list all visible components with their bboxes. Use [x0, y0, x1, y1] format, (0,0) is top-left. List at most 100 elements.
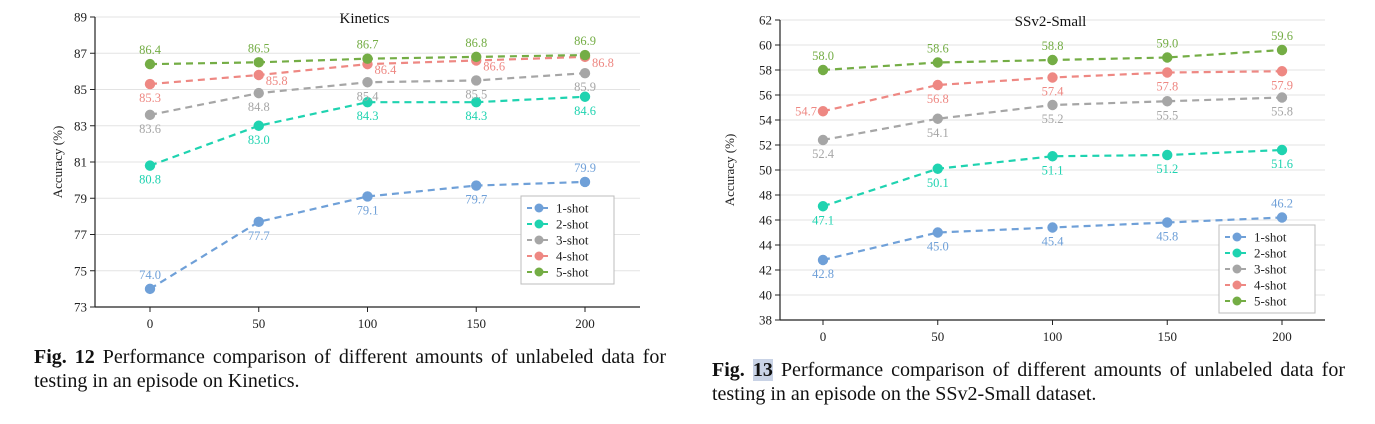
ssv2-point-5-shot-50: [932, 57, 943, 68]
ssv2-point-5-shot-150: [1162, 52, 1173, 63]
ssv2-data-label-4-shot-100: 57.4: [1042, 85, 1065, 99]
ssv2-series-line-2-shot: [822, 148, 1283, 208]
ssv2-data-label-2-shot-0: 47.1: [812, 213, 834, 227]
ssv2-y-tick-label: 44: [759, 238, 773, 253]
ssv2-point-4-shot-50: [932, 79, 943, 91]
ssv2-data-label-3-shot-200: 55.8: [1271, 105, 1293, 119]
ssv2-legend-label-2-shot: 2-shot: [1254, 246, 1287, 261]
kinetics-point-1-shot-150: [471, 180, 482, 191]
kinetics-legend-marker-3-shot: [534, 235, 544, 245]
kinetics-y-tick-label: 87: [74, 46, 88, 61]
kinetics-legend-label-4-shot: 4-shot: [556, 249, 589, 264]
ssv2-point-1-shot-50: [932, 227, 943, 238]
kinetics-y-tick-label: 79: [74, 191, 87, 206]
kinetics-data-label-2-shot-100: 84.3: [357, 109, 379, 123]
kinetics-point-5-shot-0: [144, 58, 156, 70]
ssv2-point-2-shot-0: [817, 201, 829, 212]
figure-13-number: 13: [752, 359, 773, 381]
kinetics-chart-title: Kinetics: [340, 11, 390, 27]
kinetics-data-label-2-shot-200: 84.6: [574, 104, 596, 118]
ssv2-small-chart: 38 40 42 44 46 48 50 52 54 56 58 60 62 0 50 100 150 200 Ac…: [722, 13, 1325, 344]
ssv2-point-1-shot-0: [817, 254, 829, 266]
kinetics-data-label-2-shot-50: 83.0: [248, 133, 270, 147]
ssv2-x-tick-label: 100: [1043, 329, 1063, 344]
ssv2-legend-marker-5-shot: [1232, 296, 1242, 306]
ssv2-data-label-4-shot-50: 56.8: [927, 92, 949, 106]
ssv2-x-tick-label: 150: [1158, 329, 1178, 344]
ssv2-point-5-shot-100: [1047, 54, 1058, 66]
kinetics-point-3-shot-0: [144, 109, 156, 121]
ssv2-data-label-1-shot-100: 45.4: [1042, 235, 1065, 249]
kinetics-point-3-shot-50: [253, 87, 264, 99]
ssv2-legend-marker-3-shot: [1232, 264, 1242, 274]
ssv2-data-label-5-shot-50: 58.6: [927, 42, 949, 56]
ssv2-data-label-1-shot-150: 45.8: [1156, 230, 1178, 244]
ssv2-data-label-1-shot-200: 46.2: [1271, 197, 1293, 211]
ssv2-point-4-shot-200: [1276, 66, 1288, 77]
kinetics-legend-marker-1-shot: [534, 203, 544, 213]
ssv2-y-axis-label: Accuracy (%): [722, 134, 737, 207]
ssv2-legend-label-4-shot: 4-shot: [1254, 278, 1287, 293]
kinetics-data-label-5-shot-100: 86.7: [357, 38, 379, 52]
kinetics-x-tick-label: 200: [575, 316, 595, 331]
ssv2-point-3-shot-0: [817, 134, 829, 146]
figure-12-caption: Fig. 12 Performance comparison of differ…: [34, 345, 666, 393]
kinetics-data-label-3-shot-50: 84.8: [248, 100, 270, 114]
kinetics-y-tick-label: 89: [74, 10, 87, 25]
kinetics-series-line-1-shot: [149, 180, 586, 290]
ssv2-legend-marker-1-shot: [1232, 232, 1242, 242]
ssv2-data-label-3-shot-100: 55.2: [1042, 112, 1064, 126]
ssv2-data-label-3-shot-50: 54.1: [927, 126, 949, 140]
kinetics-series-line-2-shot: [149, 95, 586, 167]
figure-12-label: Fig. 12: [34, 346, 95, 368]
ssv2-point-4-shot-100: [1047, 72, 1058, 83]
ssv2-y-tick-label: 52: [759, 138, 772, 153]
ssv2-point-5-shot-0: [817, 64, 829, 76]
kinetics-legend-label-2-shot: 2-shot: [556, 217, 589, 232]
kinetics-data-label-1-shot-100: 79.1: [357, 203, 379, 217]
kinetics-data-label-4-shot-0: 85.3: [139, 91, 161, 105]
ssv2-legend-label-5-shot: 5-shot: [1254, 294, 1287, 309]
kinetics-point-2-shot-150: [471, 96, 482, 108]
kinetics-legend-label-5-shot: 5-shot: [556, 265, 589, 280]
ssv2-x-tick-label: 0: [820, 329, 827, 344]
ssv2-y-tick-label: 58: [759, 63, 772, 78]
kinetics-point-2-shot-200: [579, 91, 591, 102]
ssv2-data-label-5-shot-0: 58.0: [812, 49, 834, 63]
kinetics-y-tick-label: 83: [74, 118, 87, 133]
kinetics-y-tick-label: 85: [74, 82, 87, 97]
ssv2-point-2-shot-50: [932, 163, 943, 174]
kinetics-data-label-5-shot-200: 86.9: [574, 34, 596, 48]
ssv2-data-label-2-shot-150: 51.2: [1156, 162, 1178, 176]
kinetics-data-label-4-shot-100: 86.4: [375, 63, 398, 77]
kinetics-data-label-3-shot-150: 85.5: [465, 87, 487, 101]
kinetics-x-tick-label: 100: [358, 316, 378, 331]
ssv2-y-tick-label: 60: [759, 38, 772, 53]
kinetics-chart: 73 75 77 79 81 83 85 87 89 0 50 100 150 200 Accuracy (…: [50, 10, 640, 331]
kinetics-data-label-5-shot-0: 86.4: [139, 43, 162, 57]
kinetics-data-label-1-shot-150: 79.7: [465, 193, 487, 207]
kinetics-x-tick-label: 150: [467, 316, 487, 331]
ssv2-point-2-shot-150: [1162, 149, 1173, 161]
ssv2-x-tick-label: 50: [931, 329, 944, 344]
ssv2-y-tick-label: 56: [759, 88, 773, 103]
kinetics-point-2-shot-50: [253, 120, 264, 131]
kinetics-y-tick-label: 77: [74, 227, 88, 242]
ssv2-y-tick-label: 38: [759, 313, 772, 328]
kinetics-point-4-shot-50: [253, 69, 264, 81]
kinetics-legend-marker-4-shot: [534, 251, 544, 261]
kinetics-data-label-4-shot-200: 86.8: [592, 56, 614, 70]
ssv2-legend-label-1-shot: 1-shot: [1254, 230, 1287, 245]
ssv2-point-3-shot-50: [932, 113, 943, 124]
ssv2-y-tick-label: 62: [759, 13, 772, 28]
kinetics-point-1-shot-50: [253, 216, 264, 228]
ssv2-legend-label-3-shot: 3-shot: [1254, 262, 1287, 277]
kinetics-data-label-5-shot-150: 86.8: [465, 36, 487, 50]
kinetics-point-5-shot-200: [579, 49, 591, 61]
ssv2-data-label-4-shot-0: 54.7: [795, 104, 817, 118]
ssv2-point-5-shot-200: [1276, 44, 1288, 56]
kinetics-data-label-5-shot-50: 86.5: [248, 41, 270, 55]
ssv2-data-label-2-shot-100: 51.1: [1042, 163, 1064, 177]
ssv2-y-tick-label: 54: [759, 113, 773, 128]
ssv2-legend-marker-2-shot: [1232, 248, 1242, 258]
